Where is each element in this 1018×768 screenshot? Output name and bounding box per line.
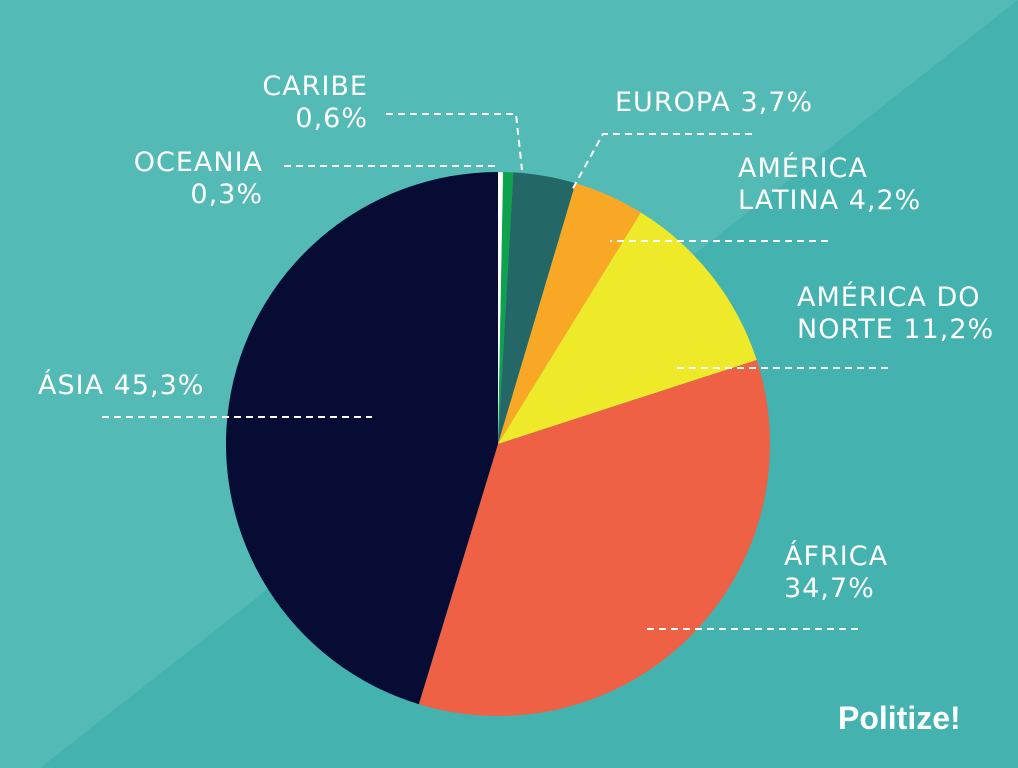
- leader-line-europa: [571, 133, 752, 191]
- label-europa-text: EUROPA 3,7%: [615, 87, 814, 118]
- label-oceania-name: OCEANIA: [133, 147, 263, 178]
- politize-logo: Politize!: [838, 700, 961, 736]
- pie-slice-oceania: [498, 172, 504, 444]
- label-africa: ÁFRICA 34,7%: [784, 541, 888, 605]
- label-africa-name: ÁFRICA: [784, 541, 889, 572]
- label-oceania: OCEANIA 0,3%: [120, 147, 263, 211]
- pie-slice-america-latina: [498, 183, 641, 444]
- label-america-latina-name: AMÉRICA: [738, 153, 868, 184]
- label-europa: EUROPA 3,7%: [615, 87, 813, 119]
- label-oceania-value: 0,3%: [190, 179, 263, 210]
- label-africa-value: 34,7%: [784, 573, 875, 604]
- label-asia-text: ÁSIA 45,3%: [38, 370, 205, 401]
- pie-slice-caribe: [498, 172, 514, 445]
- label-america-norte-value: NORTE 11,2%: [797, 314, 995, 345]
- pie-slice-europa: [498, 172, 576, 444]
- label-caribe-value: 0,6%: [295, 103, 368, 134]
- pie: [225, 172, 771, 717]
- label-caribe-name: CARIBE: [262, 71, 368, 102]
- label-america-latina: AMÉRICA LATINA 4,2%: [738, 153, 921, 217]
- pie-slice-africa: [418, 359, 771, 717]
- label-caribe: CARIBE 0,6%: [260, 71, 368, 135]
- label-america-norte: AMÉRICA DO NORTE 11,2%: [797, 282, 994, 346]
- pie-slice-america-do-norte: [498, 212, 757, 444]
- pie-slice-asia: [225, 172, 498, 705]
- label-america-norte-name: AMÉRICA DO: [797, 282, 981, 313]
- label-america-latina-value: LATINA 4,2%: [738, 185, 922, 216]
- leader-lines: [102, 113, 888, 630]
- label-asia: ÁSIA 45,3%: [38, 370, 204, 402]
